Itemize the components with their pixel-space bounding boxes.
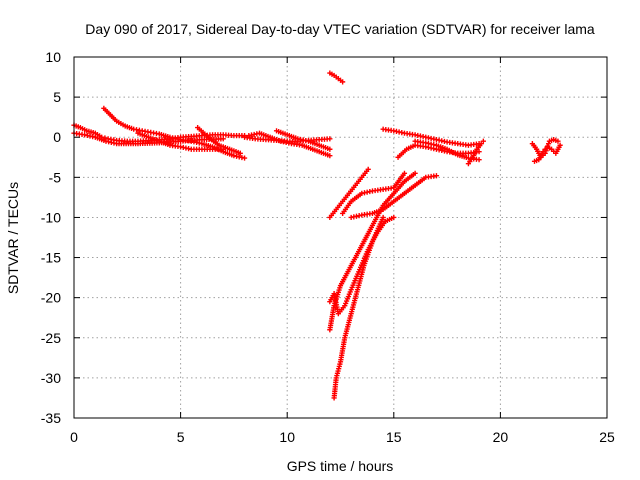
- data-point: [401, 170, 408, 176]
- x-tick-label: 15: [386, 429, 402, 445]
- series-s9: [327, 70, 346, 85]
- series-s12: [348, 173, 440, 221]
- series-s19: [465, 138, 486, 167]
- data-point: [555, 138, 561, 144]
- data-point: [557, 142, 563, 148]
- data-point: [237, 150, 243, 156]
- y-tick-label: -30: [41, 370, 61, 386]
- series-s4: [135, 130, 226, 152]
- series-s7: [246, 130, 333, 159]
- x-tick-labels: 0 5 10 15 20 25: [70, 429, 615, 445]
- series-s15: [331, 214, 386, 401]
- y-tick-labels: 10 5 0 -5 -10 -15 -20 -25 -30 -35: [41, 49, 61, 426]
- data-point: [412, 170, 418, 176]
- y-tick-label: -35: [41, 410, 61, 426]
- data-point: [241, 155, 248, 161]
- data-point: [480, 138, 486, 144]
- series-s21: [531, 142, 563, 164]
- data-point: [220, 136, 226, 142]
- x-tick-label: 20: [493, 429, 509, 445]
- data-point: [391, 214, 397, 221]
- y-tick-label: 0: [53, 129, 61, 145]
- y-tick-label: -5: [49, 169, 62, 185]
- y-tick-label: 10: [45, 49, 61, 65]
- series-s5: [195, 124, 243, 156]
- x-tick-label: 10: [279, 429, 295, 445]
- series-s8: [273, 128, 333, 152]
- grid: [74, 57, 607, 418]
- data-point: [476, 157, 482, 163]
- data-point: [365, 166, 371, 172]
- x-tick-label: 0: [70, 429, 78, 445]
- data-point: [327, 146, 333, 152]
- data-marks: [71, 70, 563, 401]
- data-point: [380, 214, 386, 221]
- y-axis-label: SDTVAR / TECUs: [5, 182, 21, 294]
- series-s11: [340, 170, 408, 217]
- data-point: [433, 173, 440, 179]
- data-point: [327, 153, 333, 159]
- series-s10: [327, 166, 371, 221]
- data-point: [340, 79, 346, 85]
- x-axis-label: GPS time / hours: [287, 458, 394, 474]
- x-tick-label: 25: [599, 429, 615, 445]
- x-tick-label: 5: [177, 429, 185, 445]
- chart-title: Day 090 of 2017, Sidereal Day-to-day VTE…: [85, 21, 595, 37]
- series-s16: [380, 126, 482, 148]
- y-tick-label: -15: [41, 250, 61, 266]
- y-tick-label: -25: [41, 330, 61, 346]
- axis-ticks: [73, 56, 608, 419]
- y-tick-label: -20: [41, 290, 61, 306]
- y-tick-label: -10: [41, 209, 61, 225]
- data-point: [327, 136, 333, 142]
- y-tick-label: 5: [53, 89, 61, 105]
- plot-frame: [73, 56, 608, 419]
